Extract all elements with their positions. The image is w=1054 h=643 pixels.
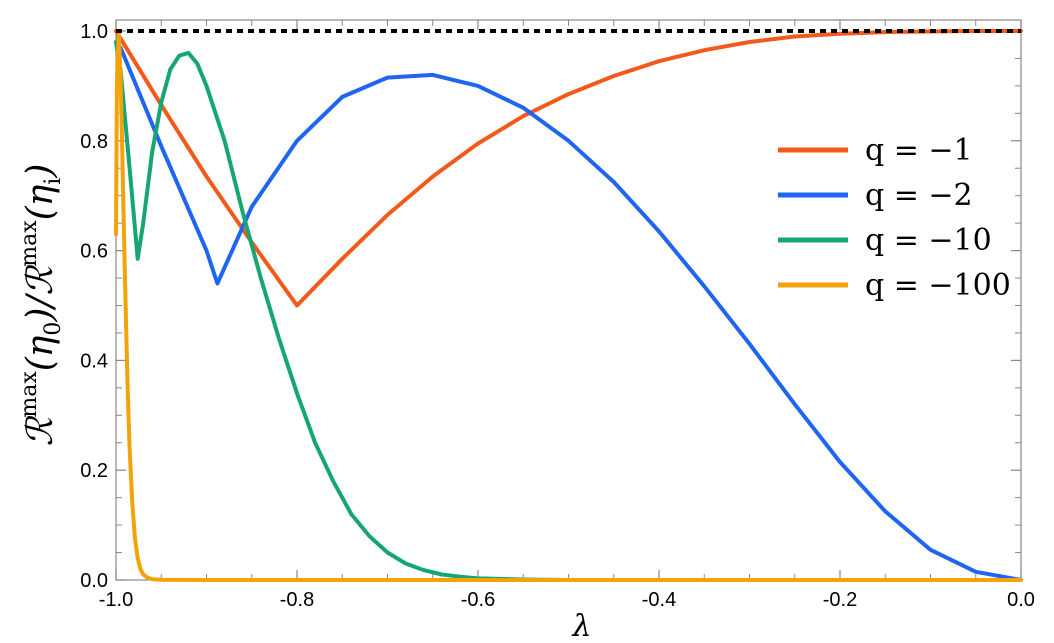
y-tick-label: 0.2 bbox=[80, 460, 108, 482]
series-line-2 bbox=[114, 40, 1023, 582]
y-tick-label: 0.6 bbox=[80, 241, 108, 263]
x-tick-label: -0.2 bbox=[823, 589, 857, 611]
legend-label: q = −1 bbox=[865, 133, 973, 168]
x-tick-label: -0.8 bbox=[280, 589, 314, 611]
x-axis-title: λ bbox=[571, 609, 591, 643]
y-tick-label: 0.8 bbox=[80, 131, 108, 153]
series-lines bbox=[114, 29, 1023, 582]
legend-label: q = −2 bbox=[865, 178, 973, 213]
tick-labels: -1.0 -0.8 -0.6 -0.4 -0.2 0.0 0.0 0.2 0.4 0.6 0.8 1.… bbox=[80, 21, 1035, 611]
series-line-1 bbox=[114, 29, 1023, 308]
x-tick-label: -0.6 bbox=[461, 589, 495, 611]
y-axis-title: ℛmax(η0)/ℛmax(ηi) bbox=[17, 164, 66, 447]
legend: q = −1 q = −2 q = −10 q = −100 bbox=[778, 133, 1011, 303]
series-line-3 bbox=[114, 40, 1023, 582]
svg-text:ℛmax(η0)/ℛmax(ηi): ℛmax(η0)/ℛmax(ηi) bbox=[17, 164, 66, 447]
y-tick-label: 0.4 bbox=[80, 350, 108, 372]
x-tick-label: -0.4 bbox=[642, 589, 676, 611]
legend-label: q = −100 bbox=[865, 268, 1011, 303]
x-tick-label: -1.0 bbox=[99, 589, 133, 611]
y-tick-label: 1.0 bbox=[80, 21, 108, 43]
legend-label: q = −10 bbox=[865, 223, 992, 258]
x-tick-label: 0.0 bbox=[1007, 589, 1035, 611]
y-tick-label: 0.0 bbox=[80, 570, 108, 592]
series-line-4 bbox=[114, 29, 1023, 582]
